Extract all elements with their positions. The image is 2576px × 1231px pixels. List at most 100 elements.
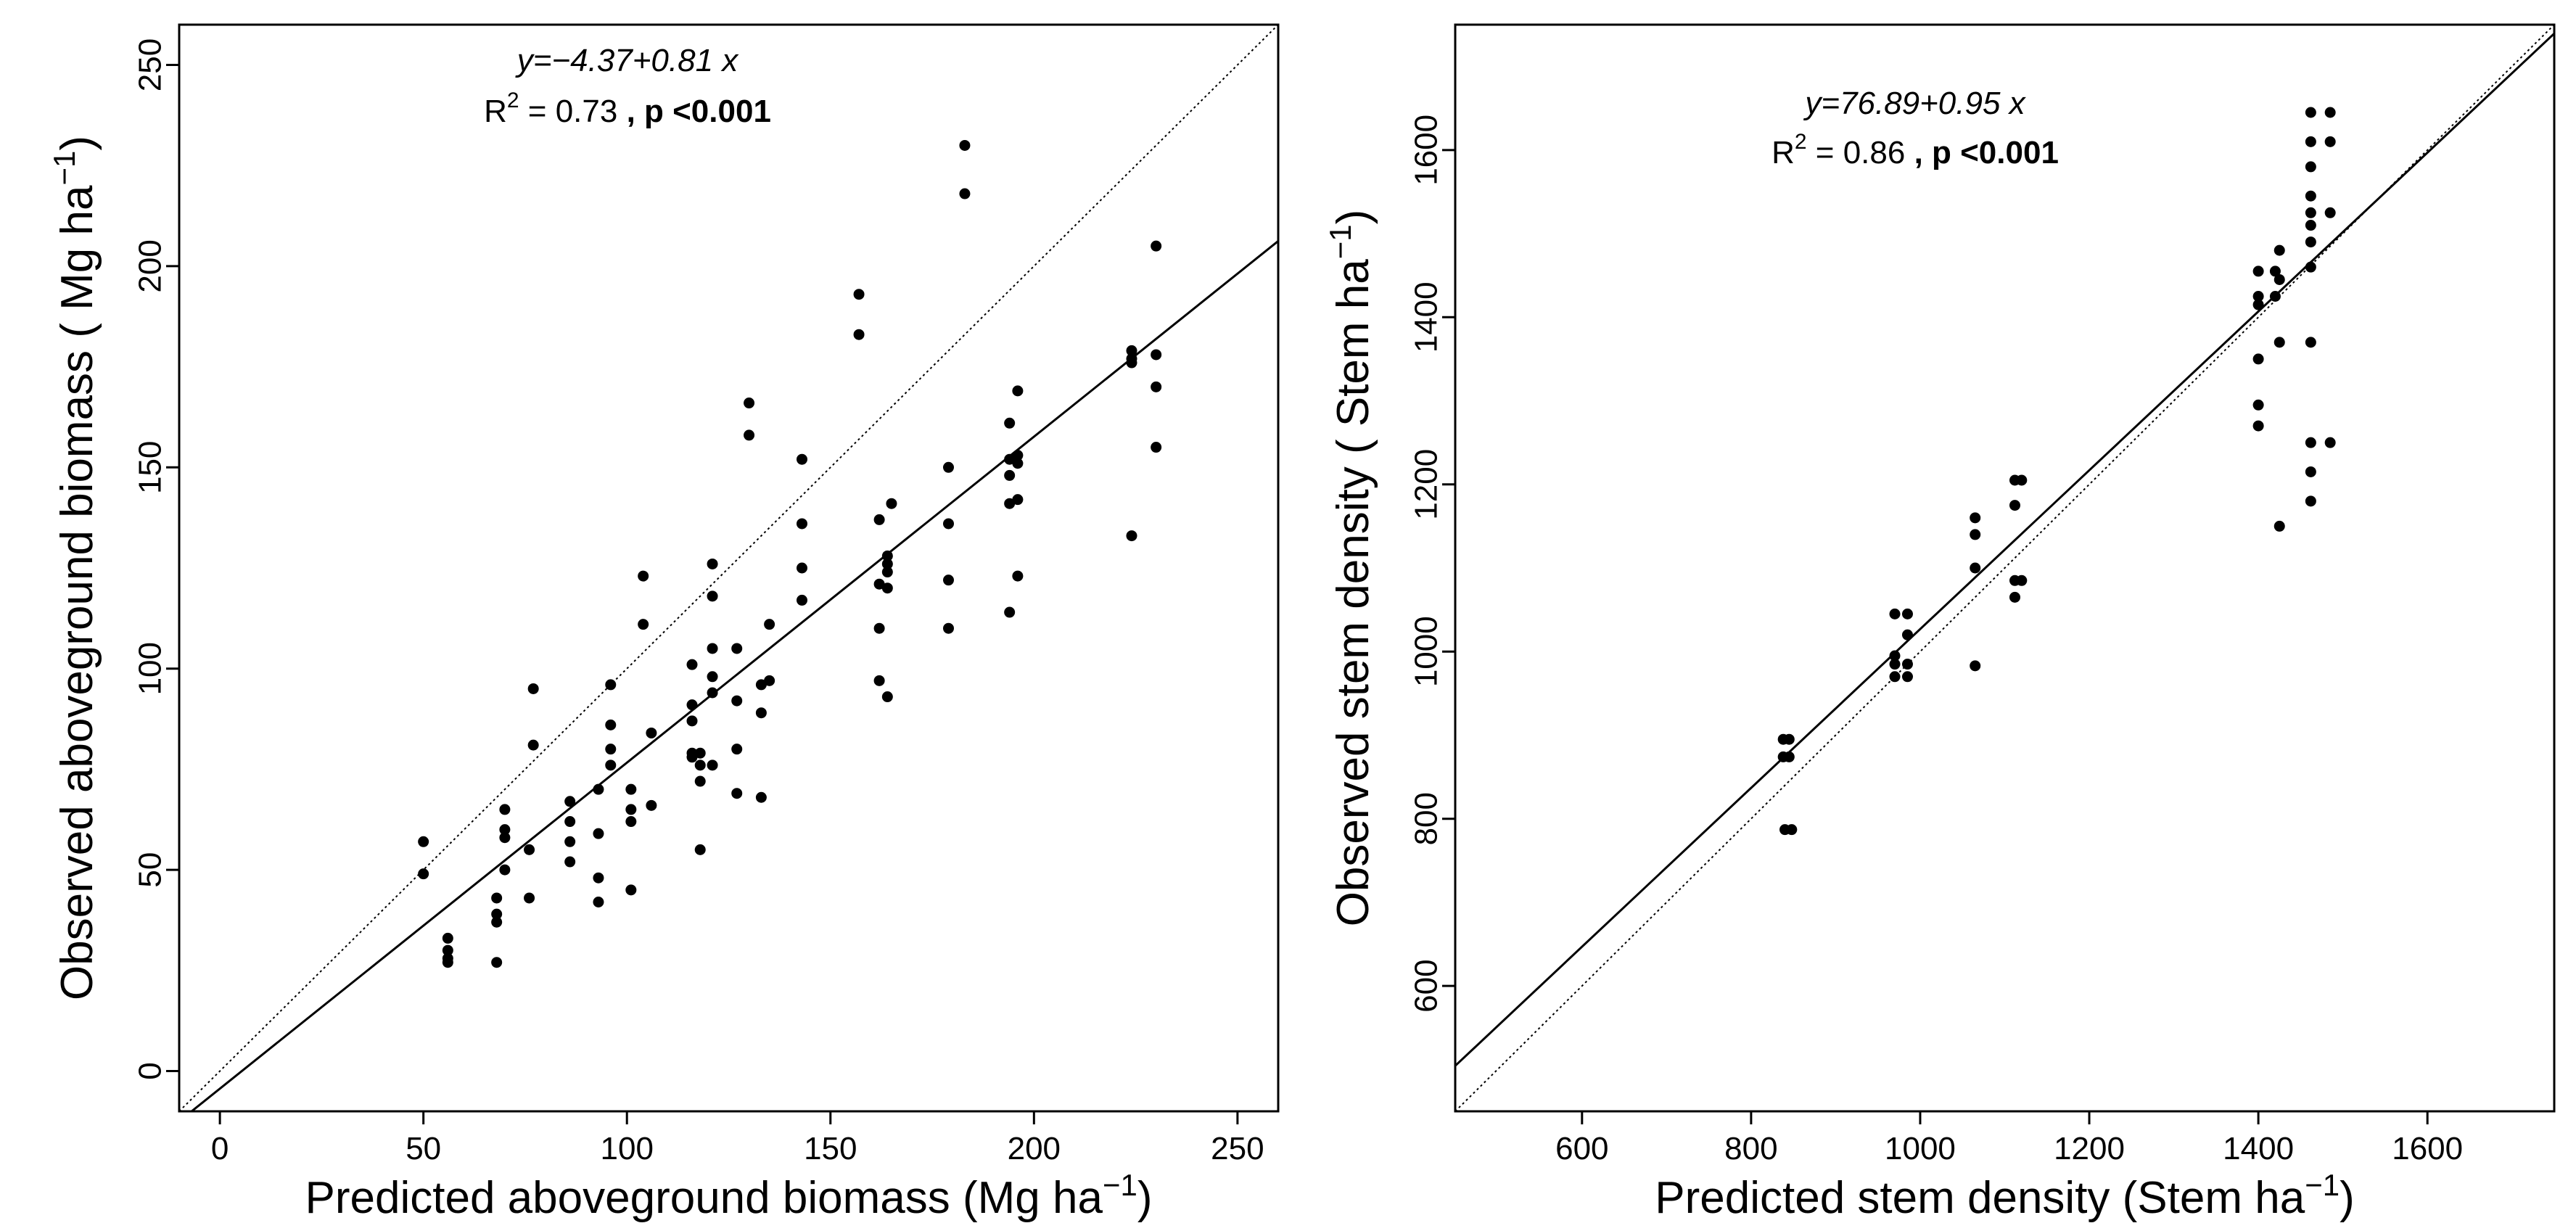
left-point-62 (764, 675, 775, 686)
right-identity-line (1455, 25, 2554, 1111)
left-y-axis-title: Observed aboveground biomass ( Mg ha−1) (47, 136, 102, 1000)
left-point-55 (731, 744, 743, 755)
right-point-29 (2252, 420, 2264, 432)
left-point-21 (564, 856, 576, 868)
left-point-38 (686, 659, 698, 670)
left-point-70 (873, 514, 885, 525)
left-point-0 (418, 836, 429, 847)
right-point-48 (2324, 107, 2336, 118)
right-x-tick-label-5: 1600 (2392, 1131, 2463, 1166)
left-point-63 (764, 619, 775, 630)
left-point-103 (1151, 442, 1162, 453)
left-y-tick-label-0: 0 (133, 1062, 168, 1079)
left-point-52 (707, 759, 718, 771)
right-point-24 (2252, 265, 2264, 277)
left-fit-line (189, 240, 1278, 1111)
right-r2-pvalue: R2 = 0.86 , p <0.001 (1771, 130, 2059, 170)
right-point-35 (2273, 520, 2285, 532)
right-y-tick-label-1: 800 (1409, 792, 1444, 845)
right-x-tick-label-4: 1400 (2223, 1131, 2294, 1166)
right-point-46 (2305, 466, 2316, 477)
right-point-14 (1970, 512, 1981, 524)
right-point-30 (2269, 265, 2281, 277)
left-point-8 (491, 916, 503, 928)
left-point-7 (491, 908, 503, 920)
left-point-32 (625, 816, 637, 828)
left-r2-pvalue: R2 = 0.73 , p <0.001 (484, 88, 771, 129)
left-point-88 (1004, 469, 1016, 481)
left-x-tick-label-0: 0 (211, 1131, 229, 1166)
left-point-27 (605, 719, 617, 730)
left-point-57 (744, 398, 755, 409)
left-point-95 (1012, 570, 1024, 582)
left-point-43 (694, 747, 706, 759)
right-point-42 (2305, 236, 2316, 248)
right-y-tick-label-2: 1000 (1409, 616, 1444, 687)
left-point-54 (731, 695, 743, 707)
left-x-tick-label-4: 200 (1008, 1131, 1061, 1166)
left-regression-equation: y=−4.37+0.81 x (515, 43, 740, 78)
left-point-35 (638, 619, 649, 630)
right-y-tick-label-4: 1400 (1409, 281, 1444, 353)
right-x-axis-title: Predicted stem density (Stem ha−1) (1655, 1168, 2355, 1223)
left-point-87 (1004, 453, 1016, 465)
left-point-1 (418, 868, 429, 880)
left-point-51 (707, 687, 718, 699)
left-point-58 (744, 429, 755, 441)
right-point-23 (2016, 575, 2028, 586)
left-point-53 (731, 643, 743, 654)
left-point-19 (564, 816, 576, 828)
right-point-17 (1970, 660, 1981, 672)
left-chart: 0 50 100 150 200 250 0 50 100 150 200 250 Predicted … (47, 23, 1280, 1223)
right-point-49 (2324, 136, 2336, 147)
right-point-27 (2252, 353, 2264, 365)
left-point-94 (1012, 494, 1024, 506)
right-x-tick-label-2: 1000 (1885, 1131, 1956, 1166)
right-point-51 (2324, 437, 2336, 448)
left-point-82 (943, 575, 954, 586)
left-point-50 (707, 671, 718, 683)
left-plot-frame (178, 23, 1280, 1113)
right-point-28 (2252, 399, 2264, 411)
right-point-40 (2305, 207, 2316, 218)
left-point-61 (755, 791, 767, 803)
left-point-13 (499, 864, 511, 876)
left-point-59 (755, 679, 767, 691)
left-y-tick-label-4: 200 (133, 239, 168, 292)
left-point-71 (873, 578, 885, 590)
left-x-tick-label-1: 50 (406, 1131, 441, 1166)
left-point-9 (491, 957, 503, 968)
left-point-80 (943, 461, 954, 473)
left-y-tick-label-5: 250 (133, 38, 168, 91)
left-y-tick-label-2: 100 (133, 642, 168, 695)
right-point-11 (1901, 629, 1913, 641)
left-point-10 (499, 804, 511, 815)
left-point-72 (873, 622, 885, 634)
right-y-tick-label-0: 600 (1409, 959, 1444, 1012)
left-point-78 (881, 691, 893, 703)
left-point-81 (943, 518, 954, 530)
left-y-tick-label-3: 150 (133, 441, 168, 494)
right-point-31 (2269, 291, 2281, 302)
left-point-99 (1126, 530, 1137, 542)
left-point-93 (1012, 458, 1024, 469)
left-point-74 (881, 550, 893, 561)
left-point-29 (605, 759, 617, 771)
left-point-91 (1012, 385, 1024, 397)
right-point-15 (1970, 529, 1981, 540)
left-point-22 (593, 783, 604, 795)
left-point-3 (442, 944, 453, 956)
right-point-16 (1970, 562, 1981, 574)
right-point-26 (2252, 299, 2264, 310)
right-point-36 (2305, 107, 2316, 118)
right-point-13 (1901, 671, 1913, 683)
left-point-101 (1151, 349, 1162, 361)
right-y-axis-title: Observed stem density ( Stem ha−1) (1323, 210, 1378, 927)
right-point-9 (1889, 671, 1901, 683)
left-point-23 (593, 828, 604, 839)
right-point-43 (2305, 261, 2316, 273)
right-point-10 (1901, 608, 1913, 619)
right-chart: 600 800 1000 1200 1400 1600 600 800 1000 1200 1400… (1323, 23, 2556, 1223)
left-point-79 (886, 498, 897, 509)
left-point-100 (1151, 240, 1162, 252)
